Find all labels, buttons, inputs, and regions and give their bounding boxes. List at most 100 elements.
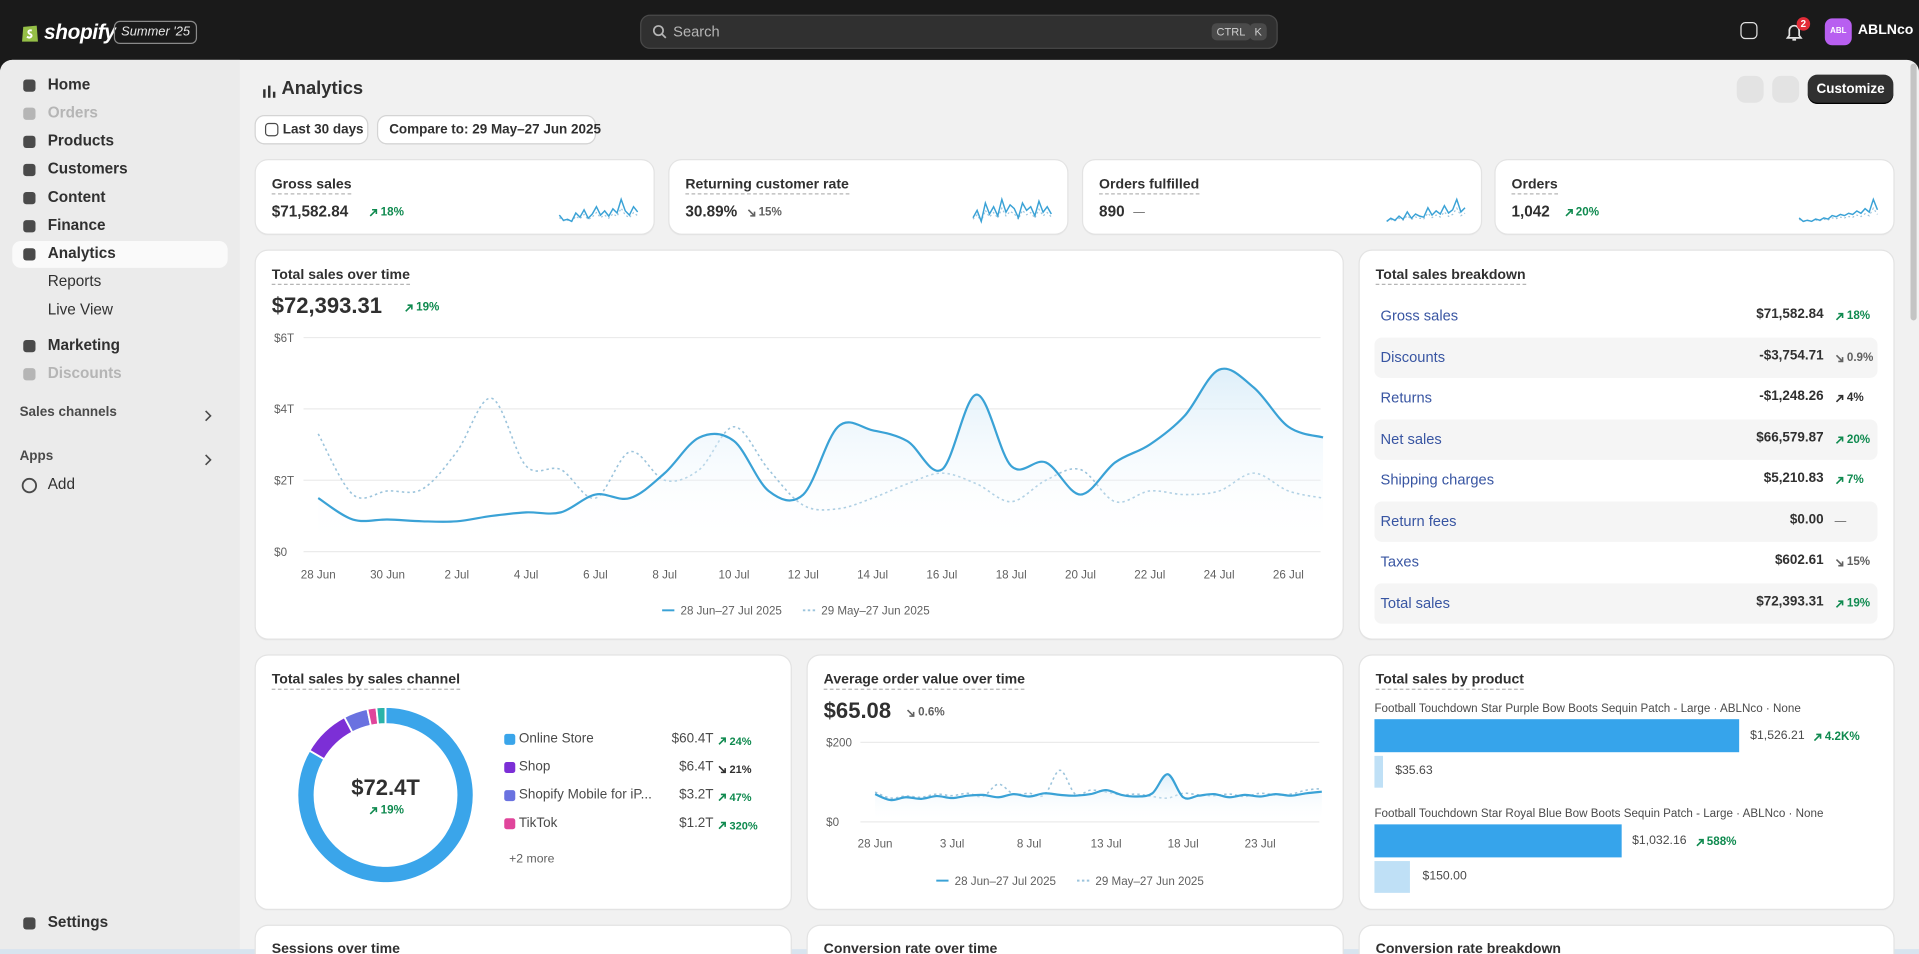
metric-label[interactable]: Gross sales [272,176,352,194]
icon-button[interactable] [1772,76,1799,103]
card-title[interactable]: Total sales by product [1376,671,1524,689]
nav-active-bg [12,241,227,268]
nav-item[interactable]: Analytics [48,245,116,262]
metric-label[interactable]: Orders fulfilled [1099,176,1199,194]
chart-card: Conversion rate breakdown [1360,926,1894,954]
nav-section[interactable]: Apps [20,449,54,464]
date-range-button[interactable]: Last 30 days [256,116,367,143]
change-text: 15% [1847,555,1870,570]
y-tick-label: $2T [274,475,294,488]
bar-label: $1,526.21 [1750,729,1804,742]
chart-card: Conversion rate over time [808,926,1343,954]
change-text: 20% [1847,432,1870,447]
x-tick-label: 13 Jul [1091,838,1122,851]
change: 19% [368,804,404,819]
store-icon[interactable] [1740,22,1757,39]
x-tick-label: 16 Jul [926,569,957,582]
row-label[interactable]: Returns [1381,389,1432,406]
donut: $72.4T [256,656,791,909]
trend-arrow [717,793,727,803]
x-tick-label: 28 Jun [301,569,336,582]
y-tick-label: $200 [826,737,852,750]
arrow [719,738,725,744]
change: 15% [1835,555,1871,570]
nav-item[interactable]: Finance [48,216,106,233]
nav-section[interactable]: Sales channels [20,405,117,420]
arrow [719,794,725,800]
nav-item: Discounts [48,364,122,381]
legend-label[interactable]: 29 May–27 Jun 2025 [821,605,929,618]
sparkline [558,194,639,223]
search-box[interactable]: SearchCTRLK [640,15,1278,49]
trend-arrow [1835,435,1845,445]
nav-item[interactable]: Customers [48,160,128,177]
nav-item[interactable]: Reports [48,273,102,290]
nav-item[interactable]: Marketing [48,336,120,353]
row-value: $66,579.87 [1756,430,1823,445]
trend-arrow [1835,394,1845,404]
change-text: 0.9% [1847,350,1874,365]
change: 4% [1835,391,1864,406]
row-label[interactable]: Total sales [1381,594,1450,611]
chevron [203,410,213,422]
icon-button[interactable] [1737,76,1764,103]
row-label[interactable]: Taxes [1381,553,1419,570]
legend-label[interactable]: Online Store [519,731,594,746]
nav-add[interactable]: Add [48,476,75,493]
change-text: 4% [1847,391,1864,406]
y-tick-label: $4T [274,403,294,416]
nav-settings[interactable]: Settings [48,914,108,931]
metric-label[interactable]: Returning customer rate [685,176,848,194]
row-label[interactable]: Discounts [1381,348,1445,365]
card-title[interactable]: Sessions over time [272,941,400,954]
avatar[interactable]: ABL [1825,18,1852,45]
x-tick-label: 30 Jun [370,569,405,582]
chart-card: Total sales over time$72,393.3119%$0$2T$… [256,251,1343,639]
legend-label[interactable]: 29 May–27 Jun 2025 [1095,875,1203,888]
nav-item[interactable]: Live View [48,301,113,318]
nav-item[interactable]: Products [48,132,114,149]
card-title[interactable]: Conversion rate breakdown [1376,941,1561,954]
legend-label[interactable]: 28 Jun–27 Jul 2025 [680,605,781,618]
change-text: 320% [729,818,757,833]
icon-shape [266,124,278,136]
x-tick-label: 12 Jul [788,569,819,582]
customize-button[interactable]: Customize [1808,75,1894,104]
nav-item[interactable]: Content [48,188,106,205]
breakdown-card: Total sales breakdownGross sales$71,582.… [1360,251,1894,639]
row-label[interactable]: Return fees [1381,512,1457,529]
card-title[interactable]: Total sales breakdown [1376,267,1526,285]
sparkline-line [559,199,637,221]
chart-card: Sessions over time [256,926,791,954]
compare-button[interactable]: Compare to: 29 May–27 Jun 2025 [378,116,595,143]
legend-value: $1.2T [679,816,713,831]
icon [21,105,38,122]
icon [21,218,38,235]
metric-label[interactable]: Orders [1512,176,1558,194]
change-text: 15% [759,205,782,220]
icon [21,338,38,355]
legend-label[interactable]: Shop [519,760,550,775]
row-label[interactable]: Gross sales [1381,307,1459,324]
row-label[interactable]: Shipping charges [1381,471,1494,488]
icon [263,121,280,138]
legend-value: $60.4T [672,731,714,746]
legend-label[interactable]: 28 Jun–27 Jul 2025 [955,875,1056,888]
change-text: 21% [729,762,751,777]
card-title[interactable]: Conversion rate over time [824,941,998,954]
change-text: 588% [1707,835,1737,850]
nav-item[interactable]: Home [48,76,91,93]
legend-label[interactable]: Shopify Mobile for iP... [519,788,652,803]
key-hint: K [1250,23,1267,40]
icon [21,190,38,207]
icon-shape [23,108,35,120]
legend-value: $6.4T [679,760,713,775]
row-value: $72,393.31 [1756,594,1823,609]
legend-more[interactable]: +2 more [509,853,554,866]
legend-label[interactable]: TikTok [519,816,557,831]
store-name[interactable]: ABLNco [1858,23,1914,38]
row-label[interactable]: Net sales [1381,430,1442,447]
date-range-text: Last 30 days [283,122,364,137]
scrollbar-thumb[interactable] [1911,64,1917,321]
